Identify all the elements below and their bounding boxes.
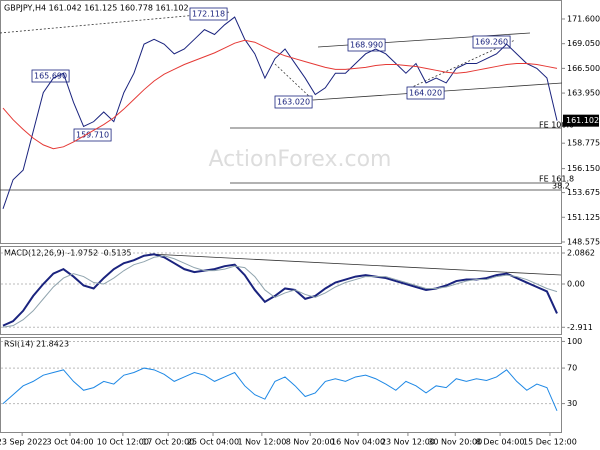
series-line bbox=[2, 39, 558, 150]
series-line bbox=[2, 255, 558, 328]
annotation-box bbox=[406, 86, 445, 100]
trendlines bbox=[0, 11, 563, 276]
y-tick-label: 156.150 bbox=[567, 164, 600, 173]
last-price-box bbox=[563, 114, 599, 127]
macd-title: MACD(12,26,9) -1.9752 -0.5135 bbox=[4, 249, 132, 258]
y-tick-label: 151.125 bbox=[567, 213, 600, 222]
annotation: 169.260 bbox=[475, 38, 508, 47]
y-tick-label: 100 bbox=[567, 337, 582, 346]
annotation: 172.118 bbox=[192, 10, 225, 19]
x-tick-label: 15 Dec 12:00 bbox=[523, 438, 577, 447]
macd-panel bbox=[0, 246, 562, 335]
y-tick-label: 0.00 bbox=[567, 280, 585, 289]
watermark: ActionForex.com bbox=[209, 147, 392, 172]
rsi-title: RSI(14) 21.8423 bbox=[4, 340, 69, 349]
annotation: FE 161.8 bbox=[539, 175, 574, 184]
annotation-box bbox=[274, 95, 313, 109]
y-tick-label: 158.775 bbox=[567, 139, 600, 148]
annotation-box bbox=[189, 7, 228, 21]
y-tick-label: 2.0862 bbox=[567, 248, 595, 257]
x-tick-label: 16 Nov 04:00 bbox=[331, 438, 385, 447]
annotation: 165.690 bbox=[34, 72, 67, 81]
y-tick-label: 70 bbox=[567, 364, 577, 373]
x-tick-label: 30 Nov 20:00 bbox=[428, 438, 482, 447]
y-tick-label: 166.500 bbox=[567, 64, 600, 73]
y-tick-label: 148.575 bbox=[567, 237, 600, 246]
annotation-box bbox=[347, 38, 386, 52]
x-tick-label: 8 Dec 04:00 bbox=[476, 438, 525, 447]
annotation: 159.710 bbox=[76, 131, 109, 140]
annotation: 168.990 bbox=[350, 41, 383, 50]
x-tick-label: 17 Oct 20:00 bbox=[142, 438, 194, 447]
y-tick-label: 153.675 bbox=[567, 188, 600, 197]
x-tick-label: 25 Oct 04:00 bbox=[187, 438, 239, 447]
series-line bbox=[2, 367, 558, 412]
x-tick-label: 10 Oct 12:00 bbox=[97, 438, 149, 447]
annotation: 38.2 bbox=[552, 182, 570, 191]
x-tick-label: 23 Nov 12:00 bbox=[381, 438, 435, 447]
last-price-label: 161.102 bbox=[566, 116, 599, 125]
annotation-box bbox=[73, 128, 112, 142]
annotation: 163.020 bbox=[277, 98, 310, 107]
y-tick-label: 30 bbox=[567, 399, 577, 408]
rsi-panel bbox=[0, 337, 562, 433]
annotation: 164.020 bbox=[409, 89, 442, 98]
x-tick-label: 23 Sep 2022 bbox=[0, 438, 47, 447]
y-tick-label: -2.911 bbox=[567, 323, 593, 332]
y-tick-label: 163.950 bbox=[567, 89, 600, 98]
annotation-box bbox=[472, 35, 511, 49]
title: GBPJPY,H4 161.042 161.125 160.778 161.10… bbox=[4, 4, 189, 13]
x-tick-label: 8 Nov 20:00 bbox=[286, 438, 335, 447]
series-line bbox=[2, 253, 558, 327]
x-tick-label: 1 Nov 12:00 bbox=[237, 438, 286, 447]
y-tick-label: 171.600 bbox=[567, 14, 600, 23]
y-tick-label: 169.050 bbox=[567, 39, 600, 48]
x-tick-label: 3 Oct 04:00 bbox=[46, 438, 93, 447]
annotation: FE 100.0 bbox=[539, 121, 574, 130]
price-panel bbox=[0, 0, 562, 244]
